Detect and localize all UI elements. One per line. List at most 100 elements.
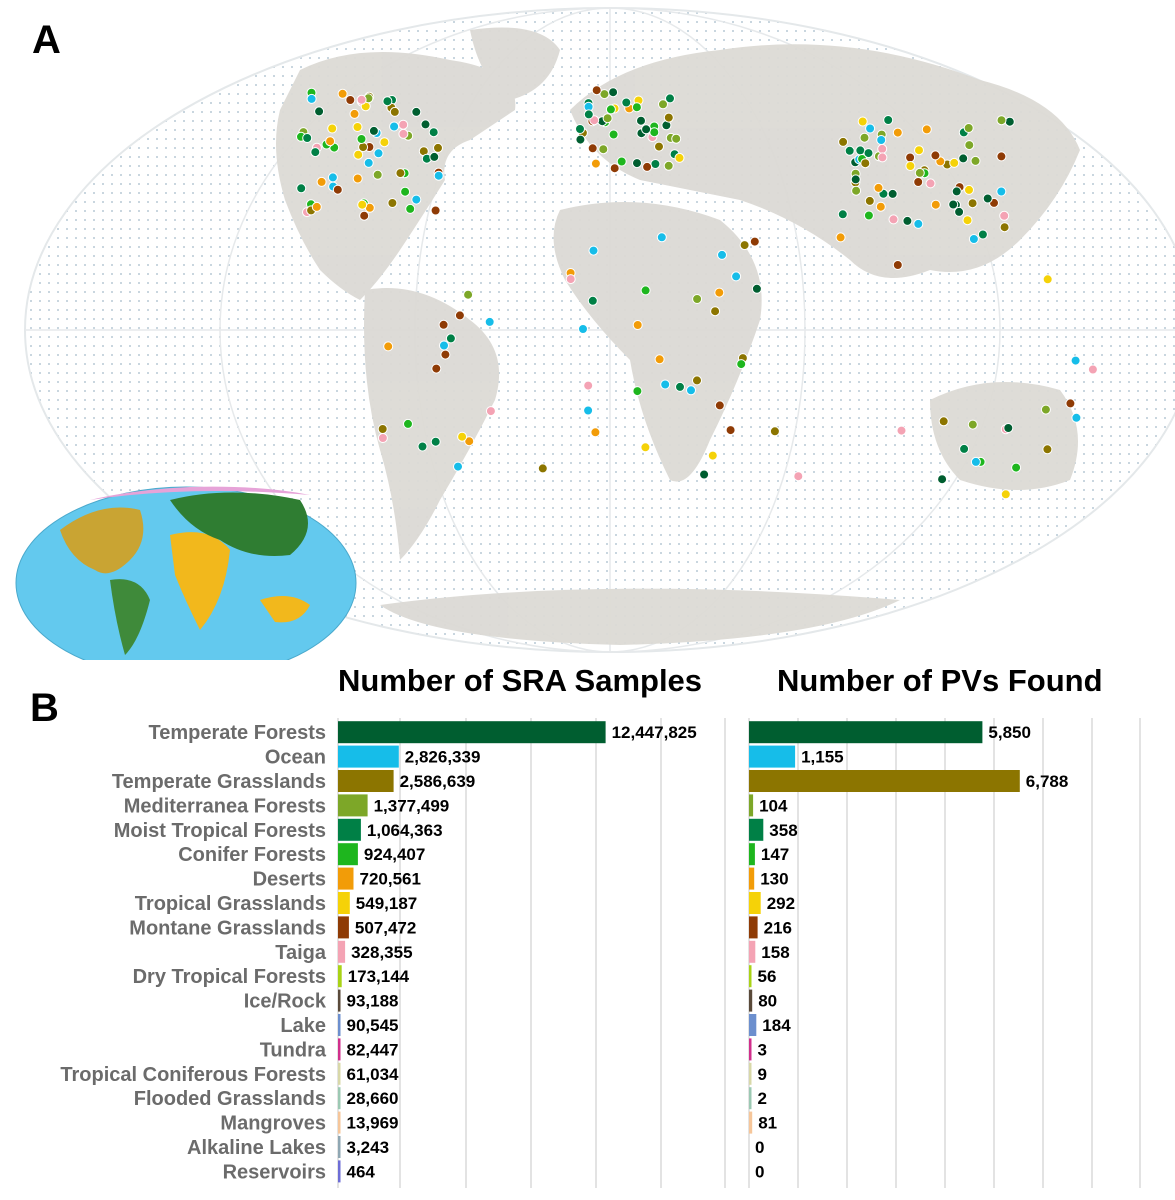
bar — [338, 843, 358, 866]
bar — [749, 721, 983, 744]
value-label: 507,472 — [355, 918, 416, 937]
category-label: Ocean — [265, 747, 326, 769]
category-label: Temperate Grasslands — [112, 771, 326, 793]
sample-point — [591, 85, 602, 96]
sample-point — [296, 183, 307, 194]
sample-point — [642, 161, 653, 172]
bar — [338, 745, 399, 768]
sample-point — [356, 94, 367, 105]
bar — [338, 1160, 341, 1183]
sample-point — [311, 201, 322, 212]
category-label: Tropical Grasslands — [135, 893, 326, 915]
sample-point — [428, 127, 439, 138]
value-label: 0 — [755, 1138, 764, 1157]
sample-point — [892, 127, 903, 138]
sample-point — [387, 198, 398, 208]
bar — [749, 989, 753, 1012]
sample-point — [417, 441, 428, 452]
sample-point — [876, 135, 887, 145]
sample-point — [654, 141, 664, 152]
value-label: 924,407 — [364, 845, 425, 864]
antarctica — [380, 588, 900, 645]
sample-point — [621, 97, 632, 108]
chart-title-sra: Number of SRA Samples — [338, 663, 702, 698]
sample-point — [430, 205, 441, 216]
sample-point — [921, 124, 932, 135]
greenland — [470, 27, 560, 100]
sample-point — [357, 199, 368, 210]
category-label: Tropical Coniferous Forests — [60, 1064, 326, 1086]
sample-point — [602, 113, 613, 124]
sample-point — [1071, 412, 1082, 423]
sample-point — [616, 156, 627, 167]
sample-point — [636, 115, 646, 126]
sample-point — [873, 182, 884, 193]
sample-point — [675, 381, 685, 392]
bar — [338, 989, 341, 1012]
inset-tundra — [90, 486, 310, 500]
bar — [338, 1062, 341, 1085]
sample-point — [439, 340, 449, 351]
value-label: 2,586,639 — [400, 772, 476, 791]
sample-point — [656, 232, 667, 243]
sample-point — [578, 324, 588, 334]
sample-point — [640, 442, 651, 453]
category-label: Alkaline Lakes — [187, 1137, 326, 1159]
sample-point — [959, 443, 970, 454]
sample-point — [970, 456, 981, 467]
sample-point — [717, 249, 727, 260]
sample-point — [368, 125, 379, 136]
sample-point — [1042, 274, 1053, 285]
sample-point — [382, 96, 393, 107]
category-label: Taiga — [275, 942, 327, 964]
value-label: 158 — [761, 943, 789, 962]
sample-point — [314, 106, 325, 117]
sample-point — [356, 134, 367, 144]
inset-australia — [260, 596, 310, 623]
inset-eurasia — [170, 492, 308, 556]
category-label: Mediterranea Forests — [124, 795, 326, 817]
value-label: 3,243 — [347, 1138, 390, 1157]
sample-point — [964, 140, 975, 151]
sample-point — [302, 133, 313, 143]
sample-point — [663, 112, 674, 123]
sample-point — [325, 136, 336, 147]
europe-asia — [570, 44, 1080, 279]
category-label: Ice/Rock — [244, 991, 327, 1013]
sample-point — [860, 158, 871, 169]
sample-point — [1000, 489, 1011, 500]
sample-point — [632, 386, 643, 397]
bar — [338, 867, 354, 890]
sample-point — [850, 174, 861, 185]
sample-point — [692, 375, 702, 386]
bar — [338, 1136, 341, 1158]
category-label: Montane Grasslands — [129, 917, 326, 939]
sample-point — [438, 319, 449, 330]
sample-point — [590, 427, 601, 438]
bar — [749, 1014, 757, 1036]
bar — [749, 916, 758, 939]
sample-point — [316, 176, 327, 187]
sample-point — [967, 198, 978, 209]
value-label: 173,144 — [348, 967, 410, 986]
bar — [338, 892, 350, 914]
sample-point — [837, 209, 848, 220]
sra-bars: 12,447,825 2,826,339 2,586,639 1,377,499 1,0… — [338, 721, 697, 1183]
sample-point — [671, 133, 682, 144]
biome-inset-map — [15, 486, 357, 660]
inset-africa — [170, 532, 230, 630]
north-america — [276, 52, 516, 300]
sample-point — [851, 185, 862, 196]
bar — [338, 721, 606, 744]
sample-point — [963, 123, 974, 133]
sample-point — [875, 201, 886, 212]
value-label: 9 — [758, 1065, 767, 1084]
sample-point — [914, 145, 924, 156]
sample-point — [686, 385, 696, 396]
sample-point — [583, 109, 594, 120]
sample-point — [445, 333, 456, 344]
sample-point — [609, 163, 620, 174]
value-label: 464 — [347, 1162, 376, 1181]
sample-point — [663, 160, 674, 171]
bar — [338, 1014, 341, 1036]
